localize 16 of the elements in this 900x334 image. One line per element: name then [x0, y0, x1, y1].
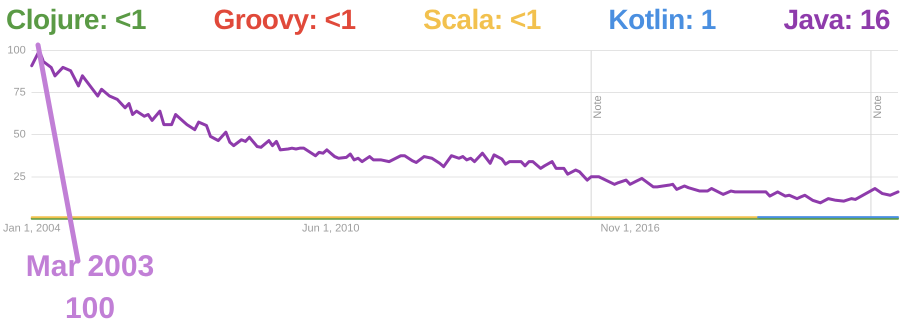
text: Mar 2003: [24, 249, 156, 285]
text: Clojure: <1: [6, 4, 146, 36]
text: Kotlin: 1: [608, 4, 716, 36]
x-tick-label: Jan 1, 2004: [2, 222, 60, 234]
x-tick-label: Jun 1, 2010: [302, 222, 360, 234]
legend-label: Groovy: <1: [214, 4, 356, 36]
y-tick-label: 50: [13, 128, 26, 141]
ref-line-label: Note: [592, 95, 604, 119]
ref-line-label: Note: [872, 95, 884, 119]
y-tick-label: 25: [13, 170, 26, 183]
y-tick-label: 100: [7, 44, 26, 57]
text: Java: 16: [783, 4, 890, 36]
text: Scala: <1: [423, 4, 541, 36]
text: 100: [64, 291, 116, 327]
x-tick-label: Nov 1, 2016: [600, 222, 660, 234]
y-tick-label: 75: [13, 86, 26, 99]
